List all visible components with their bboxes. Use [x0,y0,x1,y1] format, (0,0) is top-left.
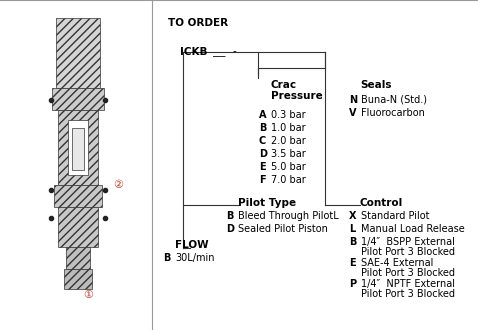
Text: Pilot Port 3 Blocked: Pilot Port 3 Blocked [361,268,455,278]
Bar [66,247,90,269]
Text: L: L [349,224,355,234]
Text: 5.0 bar: 5.0 bar [271,162,306,172]
Text: D: D [226,224,234,234]
Text: FLOW: FLOW [175,240,208,250]
Bar [58,207,98,247]
Text: Buna-N (Std.): Buna-N (Std.) [361,95,427,105]
Text: Bleed Through PilotL: Bleed Through PilotL [238,211,339,221]
Text: E: E [349,258,356,268]
Text: ICKB: ICKB [180,47,207,57]
Text: A: A [259,110,267,120]
Bar [54,185,102,207]
Bar [68,120,88,175]
Bar [64,269,92,289]
Text: Manual Load Release: Manual Load Release [361,224,465,234]
Text: Pilot Port 3 Blocked: Pilot Port 3 Blocked [361,247,455,257]
Text: Seals: Seals [360,80,391,90]
Text: 1/4″  NPTF External: 1/4″ NPTF External [361,279,455,289]
Text: Standard Pilot: Standard Pilot [361,211,430,221]
Text: __ -: __ - [213,47,238,57]
Text: Pilot Type: Pilot Type [238,198,296,208]
Text: 0.3 bar: 0.3 bar [271,110,305,120]
Text: Crac: Crac [271,80,297,90]
Text: 1.0 bar: 1.0 bar [271,123,305,133]
Bar [58,110,98,185]
Text: 7.0 bar: 7.0 bar [271,175,306,185]
Text: B: B [259,123,266,133]
Text: X: X [349,211,357,221]
Text: B: B [163,253,170,263]
Text: Control: Control [360,198,403,208]
Bar [56,18,100,88]
Bar [72,128,84,170]
Text: V: V [349,108,357,118]
Text: TO ORDER: TO ORDER [168,18,228,28]
Text: Fluorocarbon: Fluorocarbon [361,108,425,118]
Text: 30L/min: 30L/min [175,253,215,263]
Text: ①: ① [83,290,93,300]
Text: N: N [349,95,357,105]
Text: ②: ② [113,180,123,190]
Text: SAE-4 External: SAE-4 External [361,258,434,268]
Text: C: C [259,136,266,146]
Text: Pressure: Pressure [271,91,323,101]
Text: Sealed Pilot Piston: Sealed Pilot Piston [238,224,328,234]
Text: F: F [259,175,266,185]
Text: Pilot Port 3 Blocked: Pilot Port 3 Blocked [361,289,455,299]
Text: B: B [349,237,357,247]
Text: 3.5 bar: 3.5 bar [271,149,306,159]
Text: 1/4″  BSPP External: 1/4″ BSPP External [361,237,455,247]
Text: D: D [259,149,267,159]
Text: 2.0 bar: 2.0 bar [271,136,306,146]
Text: E: E [259,162,266,172]
Text: B: B [226,211,233,221]
Text: P: P [349,279,356,289]
Bar [52,88,104,110]
